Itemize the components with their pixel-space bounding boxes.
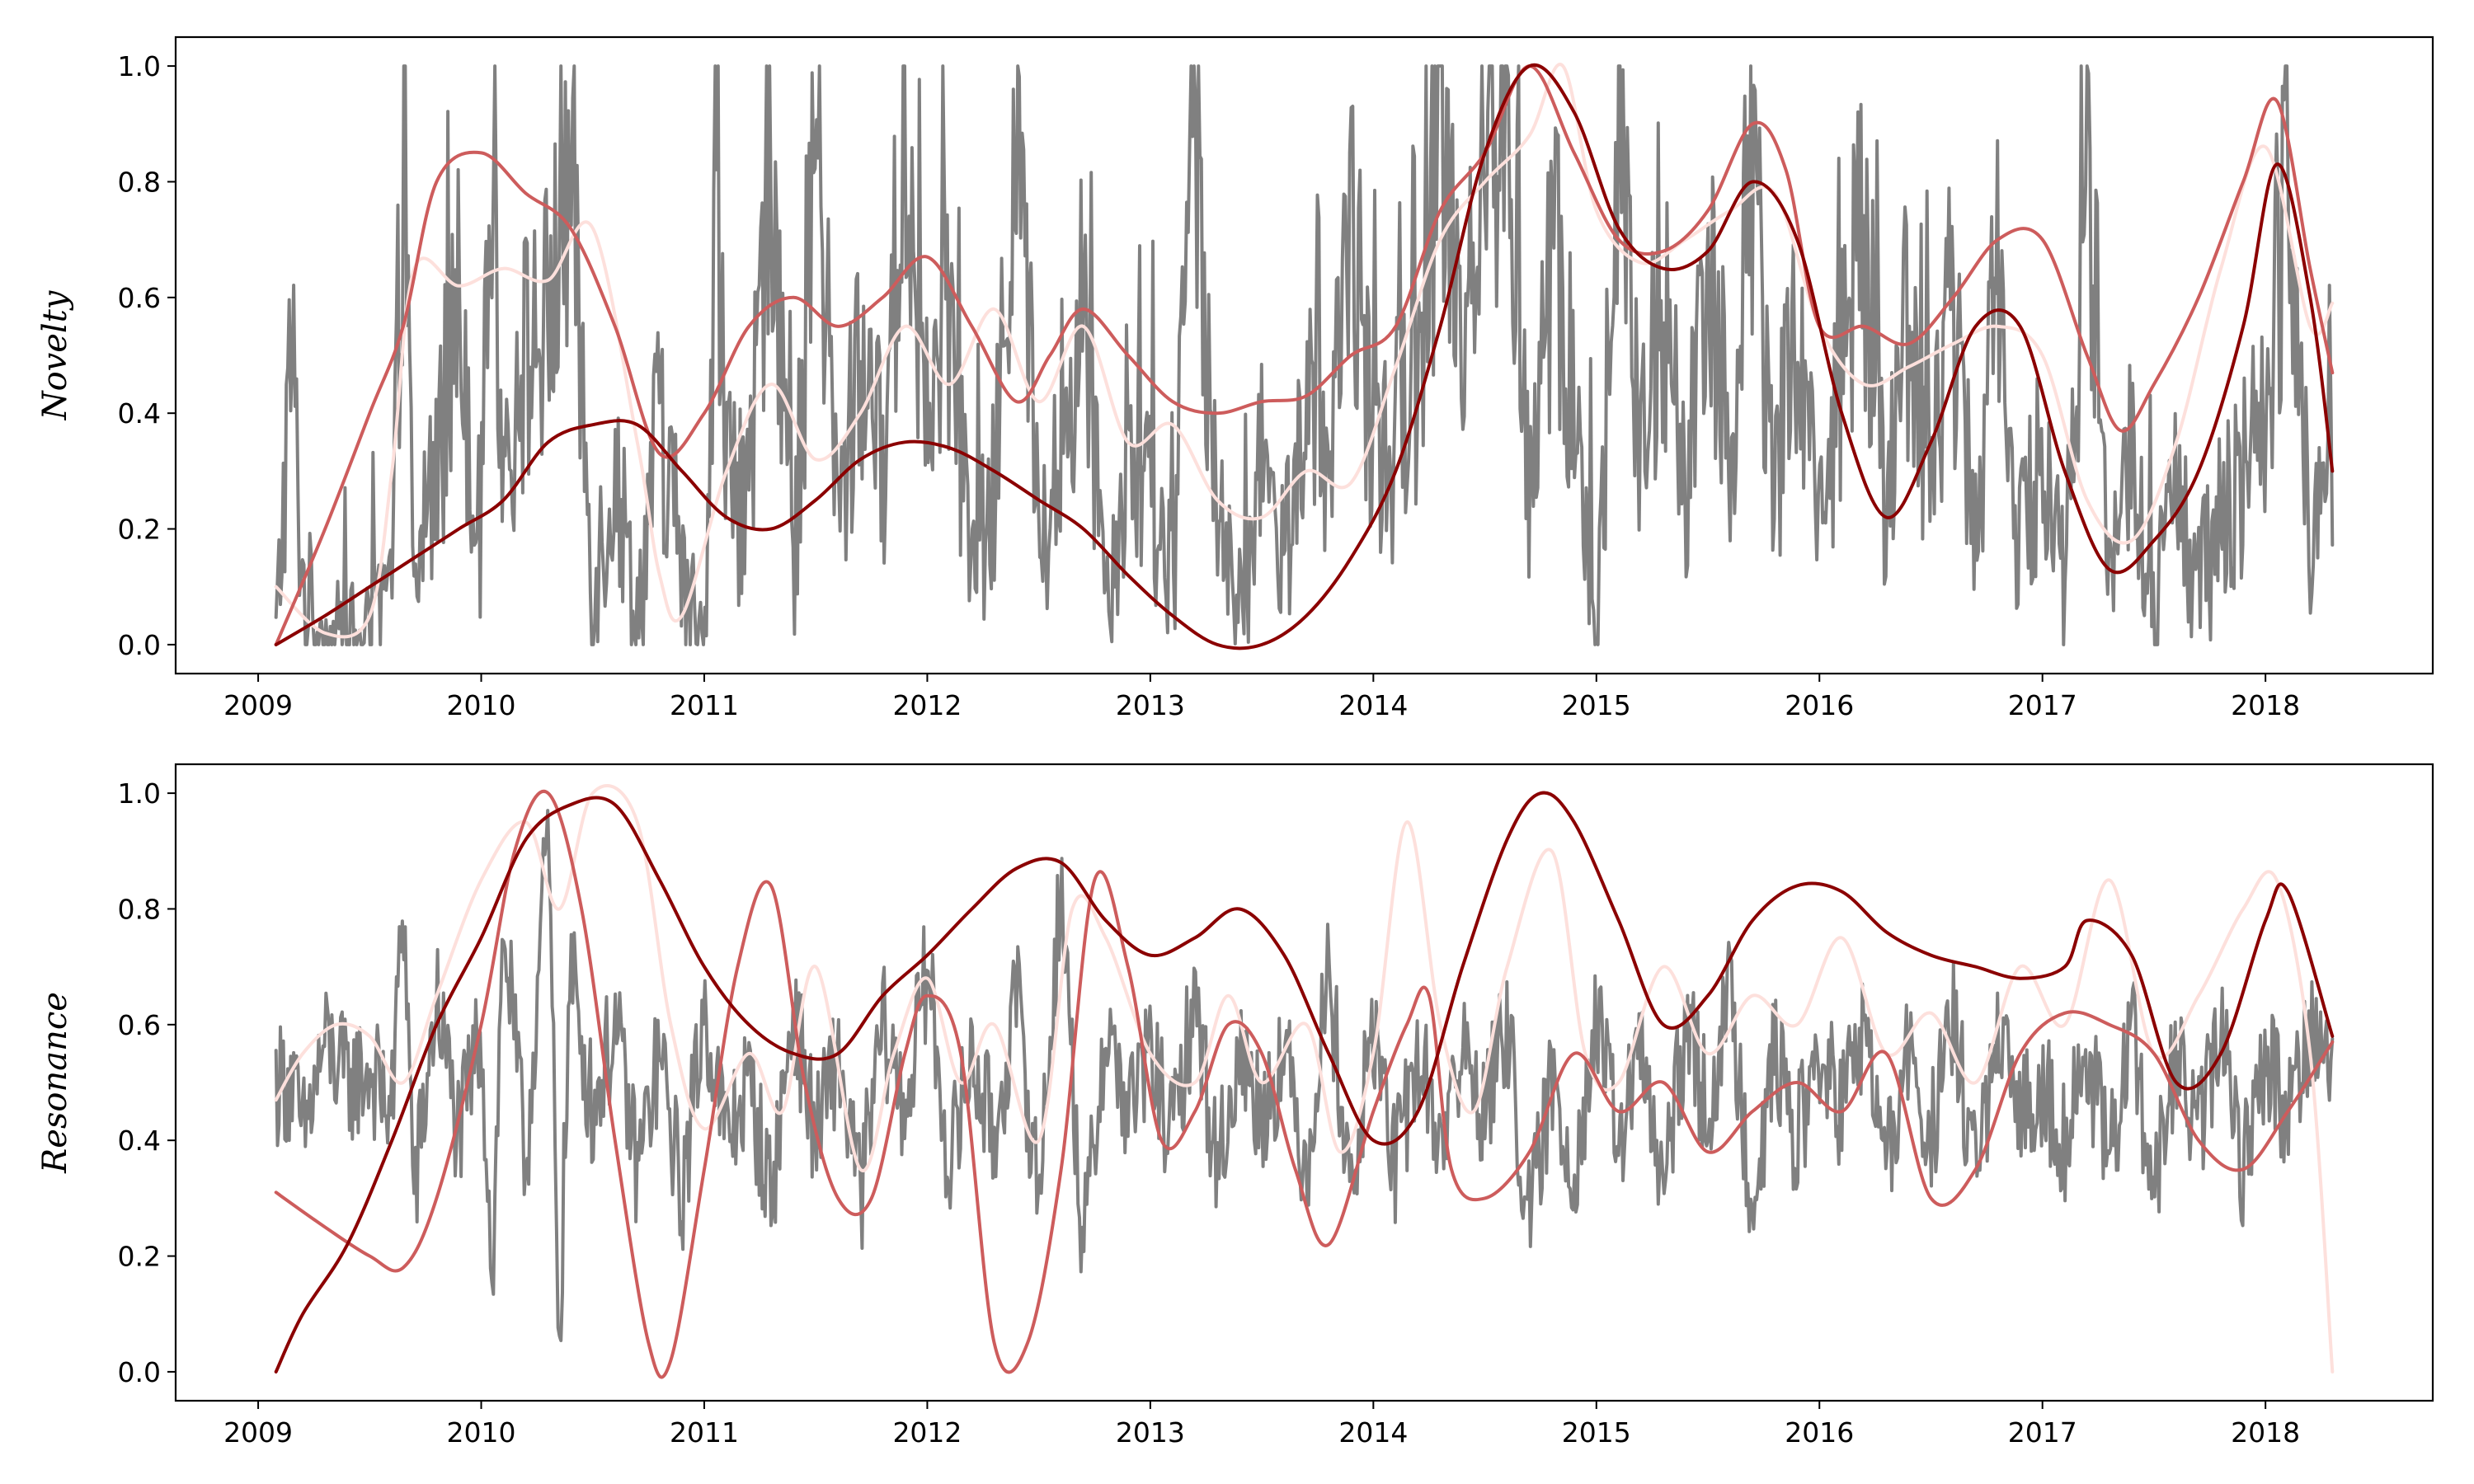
resonance-panel: 2009 2010 2011 2012 2013 2014 2015 2016 2017 2018… xyxy=(36,763,2434,1449)
series-line-0 xyxy=(274,809,2335,1342)
x-tick-label: 2016 xyxy=(1785,689,1854,721)
x-tick-label: 2013 xyxy=(1116,689,1185,721)
y-tick-label: 0.6 xyxy=(118,282,161,314)
axes-frame xyxy=(174,35,2434,675)
series-line-2 xyxy=(274,790,2335,1379)
series-line-1 xyxy=(274,784,2335,1374)
y-tick-label: 0.0 xyxy=(118,1356,161,1388)
x-tick-label: 2009 xyxy=(223,1416,293,1449)
x-tick-label: 2015 xyxy=(1562,1416,1631,1449)
series-line-2 xyxy=(274,64,2335,646)
x-tick-label: 2011 xyxy=(670,1416,739,1449)
y-tick-label: 1.0 xyxy=(118,777,161,810)
x-tick-label: 2014 xyxy=(1338,689,1408,721)
y-tick-label: 0.8 xyxy=(118,166,161,198)
x-tick-label: 2010 xyxy=(447,1416,516,1449)
x-tick-label: 2017 xyxy=(2008,1416,2077,1449)
x-tick-label: 2012 xyxy=(892,689,962,721)
x-tick-label: 2010 xyxy=(447,689,516,721)
x-tick-label: 2017 xyxy=(2008,689,2077,721)
x-tick-label: 2015 xyxy=(1562,689,1631,721)
x-tick-label: 2016 xyxy=(1785,1416,1854,1449)
series-line-3 xyxy=(274,791,2335,1374)
y-tick-label: 0.4 xyxy=(118,397,161,430)
series-line-3 xyxy=(274,63,2335,650)
y-tick-label: 0.8 xyxy=(118,893,161,925)
y-tick-label: 0.0 xyxy=(118,629,161,661)
x-tick-label: 2018 xyxy=(2231,689,2300,721)
x-tick-label: 2013 xyxy=(1116,1416,1185,1449)
y-tick-label: 0.2 xyxy=(118,514,161,546)
y-tick-label: 0.2 xyxy=(118,1241,161,1273)
x-tick-label: 2009 xyxy=(223,689,293,721)
y-tick-label: 0.6 xyxy=(118,1009,161,1041)
x-tick-label: 2011 xyxy=(670,689,739,721)
plot-area xyxy=(274,63,2335,650)
y-axis-label: Resonance xyxy=(36,992,74,1174)
axes-frame xyxy=(174,763,2434,1402)
x-tick-label: 2018 xyxy=(2231,1416,2300,1449)
y-tick-label: 0.4 xyxy=(118,1125,161,1157)
y-axis-label: Novelty xyxy=(36,289,74,420)
y-tick-label: 1.0 xyxy=(118,50,161,82)
novelty-panel: 2009 2010 2011 2012 2013 2014 2015 2016 2017 2018… xyxy=(36,35,2434,721)
series-line-0 xyxy=(274,64,2335,646)
x-tick-label: 2012 xyxy=(892,1416,962,1449)
x-tick-label: 2014 xyxy=(1338,1416,1408,1449)
plot-area xyxy=(274,784,2335,1379)
